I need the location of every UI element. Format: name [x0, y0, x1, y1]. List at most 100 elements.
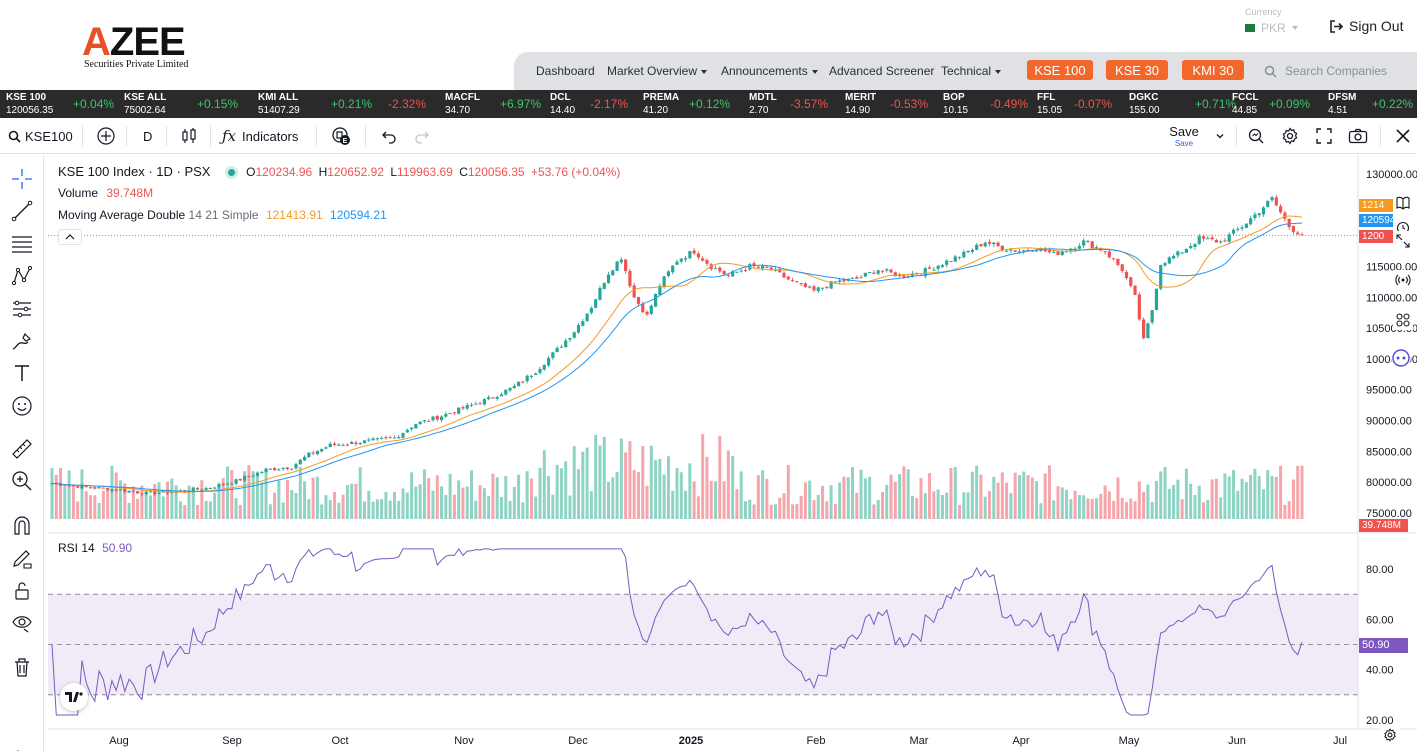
- zoom-tool[interactable]: [10, 469, 34, 493]
- candle-body: [478, 403, 482, 405]
- text-tool[interactable]: [10, 361, 34, 385]
- ticker-symbol: KSE 100: [6, 92, 47, 103]
- search-companies-input[interactable]: Search Companies: [1264, 64, 1387, 78]
- indicators-button[interactable]: ƒx Indicators: [222, 118, 298, 154]
- candle-body: [367, 439, 371, 441]
- candle-body: [872, 272, 876, 274]
- volume-bar: [157, 482, 161, 519]
- volume-bar: [1214, 478, 1218, 519]
- collapse-toolbar-button[interactable]: [6, 741, 30, 751]
- volume-bar: [59, 468, 63, 519]
- close-chart-button[interactable]: [1395, 118, 1411, 154]
- rsi-axis-label: 20.00: [1366, 715, 1394, 727]
- snapshot-button[interactable]: [1348, 118, 1368, 154]
- fib-tool[interactable]: [10, 232, 34, 256]
- volume-bar: [692, 481, 696, 519]
- candle-body: [576, 325, 581, 333]
- ticker-price: 34.70: [445, 105, 471, 116]
- symbol-search[interactable]: KSE100: [8, 118, 73, 154]
- candle-body: [812, 286, 816, 291]
- magnet-tool[interactable]: [10, 513, 34, 537]
- collapse-legend-button[interactable]: [58, 229, 82, 245]
- chart-type-button[interactable]: [180, 118, 198, 154]
- forecast-tool[interactable]: [10, 297, 34, 321]
- company-logo[interactable]: AZEE Securities Private Limited: [82, 22, 212, 74]
- rsi-legend[interactable]: RSI 14 50.90: [58, 541, 132, 555]
- events-button[interactable]: E: [330, 118, 352, 154]
- candle-body: [628, 270, 632, 287]
- nav-dashboard[interactable]: Dashboard: [536, 64, 595, 78]
- volume-bar: [525, 471, 529, 519]
- nav-market-overview[interactable]: Market Overview: [607, 64, 708, 78]
- volume-price-tag: 39.748M: [1359, 519, 1408, 532]
- chart-area[interactable]: 130000.00115000.00110000.00105000.001000…: [48, 155, 1417, 751]
- crosshair-tool[interactable]: [10, 167, 34, 191]
- ticker-symbol: FFL: [1037, 92, 1056, 103]
- measure-tool[interactable]: [10, 437, 34, 461]
- remove-drawings-tool[interactable]: [10, 655, 34, 679]
- volume-bar: [345, 485, 349, 519]
- ma-legend[interactable]: Moving Average Double 14 21 Simple 12141…: [58, 208, 387, 222]
- volume-bar: [482, 488, 486, 519]
- lock-drawings-tool[interactable]: [10, 579, 34, 603]
- candle-body: [1219, 241, 1223, 243]
- tradingview-logo[interactable]: [60, 683, 88, 711]
- currency-selector[interactable]: Currency PKR: [1245, 7, 1315, 37]
- save-button[interactable]: Save Save: [1169, 118, 1199, 154]
- kse100-button[interactable]: KSE 100: [1027, 60, 1093, 80]
- redo-button[interactable]: [414, 118, 430, 154]
- volume-bar: [1210, 479, 1214, 519]
- nav-technical[interactable]: Technical: [941, 64, 1002, 78]
- hotlists-button[interactable]: [1393, 270, 1413, 290]
- candle-body: [782, 272, 786, 278]
- volume-bar: [645, 485, 649, 519]
- trend-line-tool[interactable]: [10, 199, 34, 223]
- ohlc-low: 119963.69: [397, 165, 453, 179]
- data-window-button[interactable]: [1393, 231, 1413, 251]
- fullscreen-button[interactable]: [1316, 118, 1332, 154]
- nav-announcements[interactable]: Announcements: [721, 64, 818, 78]
- volume-bar: [101, 490, 105, 519]
- volume-bar: [992, 476, 996, 519]
- volume-legend[interactable]: Volume 39.748M: [58, 186, 153, 200]
- volume-bar: [555, 464, 559, 519]
- hide-drawings-tool[interactable]: [10, 610, 34, 634]
- kmi30-button[interactable]: KMI 30: [1182, 60, 1244, 80]
- redo-icon: [415, 131, 429, 144]
- volume-bar: [666, 456, 670, 519]
- compare-symbol-button[interactable]: [96, 118, 116, 154]
- volume-bar: [752, 504, 756, 519]
- volume-bar: [868, 476, 872, 519]
- widgets-button[interactable]: [1393, 310, 1413, 330]
- volume-bar: [465, 486, 469, 519]
- undo-button[interactable]: [381, 118, 397, 154]
- volume-bar: [962, 492, 966, 519]
- volume-bar: [1086, 498, 1090, 519]
- chat-button[interactable]: [1391, 348, 1411, 368]
- chart-settings-button[interactable]: [1380, 725, 1400, 745]
- volume-bar: [350, 483, 354, 519]
- interval-button[interactable]: D: [143, 128, 153, 144]
- candle-body: [1124, 271, 1129, 279]
- candle-body: [401, 432, 405, 438]
- watchlist-button[interactable]: [1393, 193, 1413, 213]
- volume-bar: [191, 486, 195, 519]
- settings-button[interactable]: [1281, 118, 1299, 154]
- chat-bubble-icon: [1392, 349, 1410, 367]
- volume-bar: [636, 472, 640, 519]
- brush-tool[interactable]: [10, 329, 34, 353]
- stay-drawing-tool[interactable]: [10, 546, 34, 570]
- volume-bar: [1172, 484, 1176, 519]
- emoji-tool[interactable]: [10, 394, 34, 418]
- chart-canvas[interactable]: 130000.00115000.00110000.00105000.001000…: [48, 155, 1417, 751]
- nav-advanced-screener[interactable]: Advanced Screener: [829, 64, 934, 78]
- kse30-button[interactable]: KSE 30: [1106, 60, 1168, 80]
- symbol-label: KSE100: [25, 128, 73, 144]
- volume-bar: [568, 495, 572, 519]
- sign-out-button[interactable]: Sign Out: [1330, 18, 1403, 34]
- legend-title[interactable]: KSE 100 Index · 1D · PSX: [58, 164, 211, 179]
- volume-bar: [551, 494, 555, 519]
- quick-search-button[interactable]: [1247, 118, 1265, 154]
- pattern-tool[interactable]: [10, 264, 34, 288]
- save-options-button[interactable]: [1215, 118, 1225, 154]
